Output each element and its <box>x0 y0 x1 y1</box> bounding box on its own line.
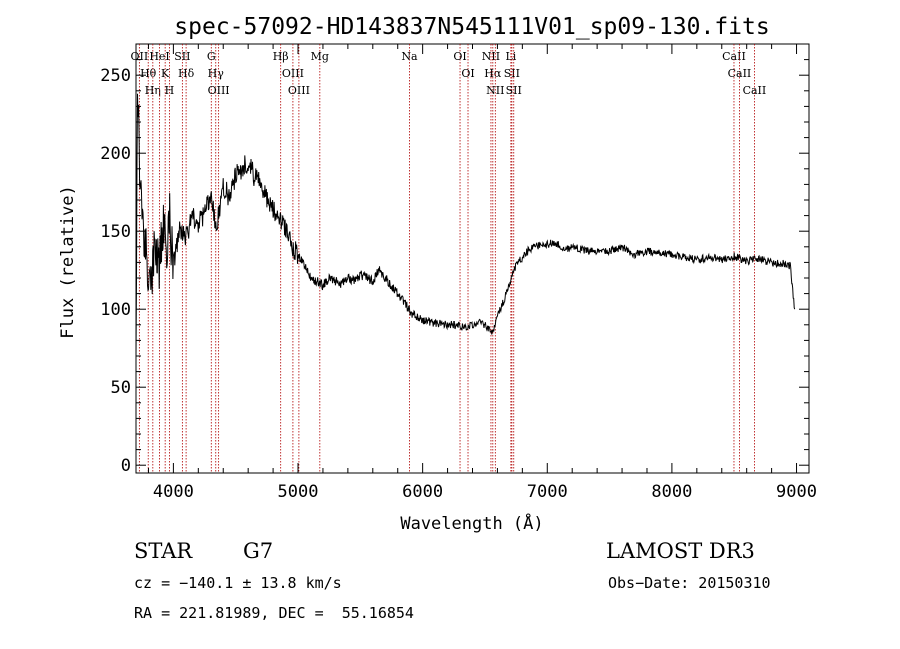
chart-title: spec-57092-HD143837N545111V01_sp09-130.f… <box>174 14 769 40</box>
spectral-line-label: SII <box>506 84 522 97</box>
spectral-line-label: Hγ <box>208 67 225 80</box>
x-axis-label: Wavelength (Å) <box>400 512 543 534</box>
redshift-text: cz = −140.1 ± 13.8 km/s <box>134 574 342 592</box>
spectral-line-label: G <box>207 50 216 63</box>
spectral-line-label: OI <box>453 50 466 63</box>
spectral-line-label: Hη <box>145 84 161 97</box>
spectral-line-label: OII <box>131 50 149 63</box>
obs-date: Obs−Date: 20150310 <box>608 574 771 592</box>
x-tick-label: 6000 <box>402 482 443 502</box>
axis-ticks: 4000 5000 6000 7000 8000 9000 0 50 100 150 200 250 <box>100 44 817 502</box>
spectral-line-label: CaII <box>722 50 746 63</box>
y-tick-label: 250 <box>100 66 131 86</box>
spectral-line-label: Hθ <box>140 67 157 80</box>
x-tick-label: 9000 <box>776 482 817 502</box>
y-tick-label: 0 <box>121 456 131 476</box>
spectral-lines: OII Hθ Hη HeI KH SII Hδ G Hγ OIII Hβ OIII OIII Mg Na OI… <box>131 44 767 473</box>
spectral-line-label: H <box>165 84 175 97</box>
spectral-line-label: CaII <box>743 84 767 97</box>
subclass: G7 <box>243 539 274 563</box>
spectral-line-label: OI <box>461 67 474 80</box>
spectral-line-label: OIII <box>208 84 230 97</box>
spectral-line-label: K <box>161 67 170 80</box>
spectral-line-label: SII <box>174 50 190 63</box>
spectral-line-label: Li <box>505 50 516 63</box>
spectral-line-label: Hβ <box>273 50 289 63</box>
spectral-line-label: OIII <box>282 67 304 80</box>
spectral-line-label: OIII <box>288 84 310 97</box>
spectral-line-label: SII <box>504 67 520 80</box>
y-tick-label: 150 <box>100 222 131 242</box>
y-axis-label: Flux (relative) <box>58 185 78 339</box>
x-tick-label: 8000 <box>651 482 692 502</box>
series-layer <box>135 93 796 357</box>
coordinates: RA = 221.81989, DEC = 55.16854 <box>134 604 414 622</box>
spectral-line-label: Na <box>401 50 418 63</box>
y-tick-label: 200 <box>100 144 131 164</box>
spectrum-line <box>135 93 796 357</box>
spectral-line-label: Hδ <box>178 67 195 80</box>
spectral-line-label: CaII <box>728 67 752 80</box>
x-tick-label: 5000 <box>278 482 319 502</box>
y-tick-label: 50 <box>111 378 131 398</box>
y-tick-label: 100 <box>100 300 131 320</box>
spectral-line-label: Hα <box>484 67 502 80</box>
spectral-line-label: HeI <box>149 50 169 63</box>
spectral-line-label: Mg <box>311 50 329 63</box>
x-tick-label: 7000 <box>527 482 568 502</box>
spectral-line-label: NII <box>486 84 504 97</box>
x-tick-label: 4000 <box>153 482 194 502</box>
survey-name: LAMOST DR3 <box>606 539 755 563</box>
object-class: STAR <box>134 539 193 563</box>
spectral-line-label: NII <box>482 50 500 63</box>
